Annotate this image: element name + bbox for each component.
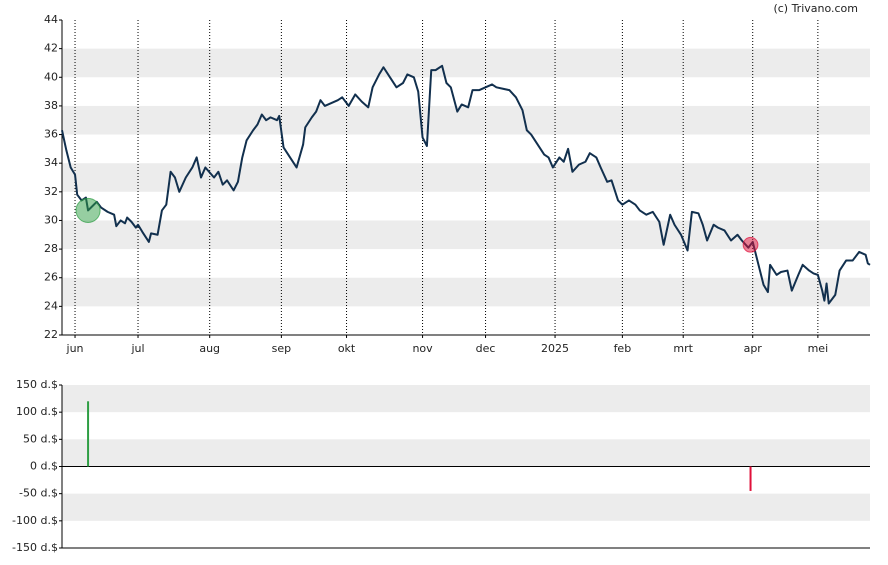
y-tick-label: 42	[44, 42, 58, 55]
band	[62, 277, 870, 307]
y-tick-label: 0 d.$	[30, 460, 58, 473]
y-tick-label: 26	[44, 271, 58, 284]
trade-marker	[75, 197, 101, 223]
band	[62, 385, 870, 413]
x-tick-label: sep	[272, 342, 291, 355]
y-tick-label: 36	[44, 128, 58, 141]
x-tick-label: nov	[412, 342, 433, 355]
y-tick-label: -100 d.$	[12, 514, 58, 527]
bar	[749, 466, 752, 491]
band	[62, 493, 870, 521]
band	[62, 105, 870, 135]
y-tick-label: 22	[44, 328, 58, 341]
x-tick-label: feb	[614, 342, 632, 355]
trade-marker	[742, 236, 759, 253]
y-tick-label: -150 d.$	[12, 541, 58, 554]
y-tick-label: 100 d.$	[16, 405, 58, 418]
x-tick-label: mrt	[673, 342, 693, 355]
band	[62, 439, 870, 467]
y-tick-label: 28	[44, 242, 58, 255]
y-tick-label: 44	[44, 13, 58, 26]
y-tick-label: 24	[44, 299, 58, 312]
x-tick-label: 2025	[541, 342, 569, 355]
band	[62, 163, 870, 192]
x-tick-label: dec	[476, 342, 496, 355]
source: (c) Trivano.com	[773, 2, 858, 15]
y-tick-label: 30	[44, 213, 58, 226]
x-tick-label: jun	[66, 342, 84, 355]
y-tick-label: 32	[44, 185, 58, 198]
band	[62, 48, 870, 78]
x-tick-label: apr	[744, 342, 763, 355]
x-tick-label: mei	[808, 342, 829, 355]
y-tick-label: 38	[44, 99, 58, 112]
x-tick-label: jul	[130, 342, 144, 355]
x-tick-label: aug	[199, 342, 220, 355]
bar	[87, 401, 90, 467]
y-tick-label: 40	[44, 70, 58, 83]
band	[62, 220, 870, 250]
x-tick-label: okt	[338, 342, 356, 355]
y-tick-label: 150 d.$	[16, 378, 58, 391]
y-tick-label: 34	[44, 156, 58, 169]
y-tick-label: -50 d.$	[19, 487, 58, 500]
y-tick-label: 50 d.$	[23, 432, 58, 445]
